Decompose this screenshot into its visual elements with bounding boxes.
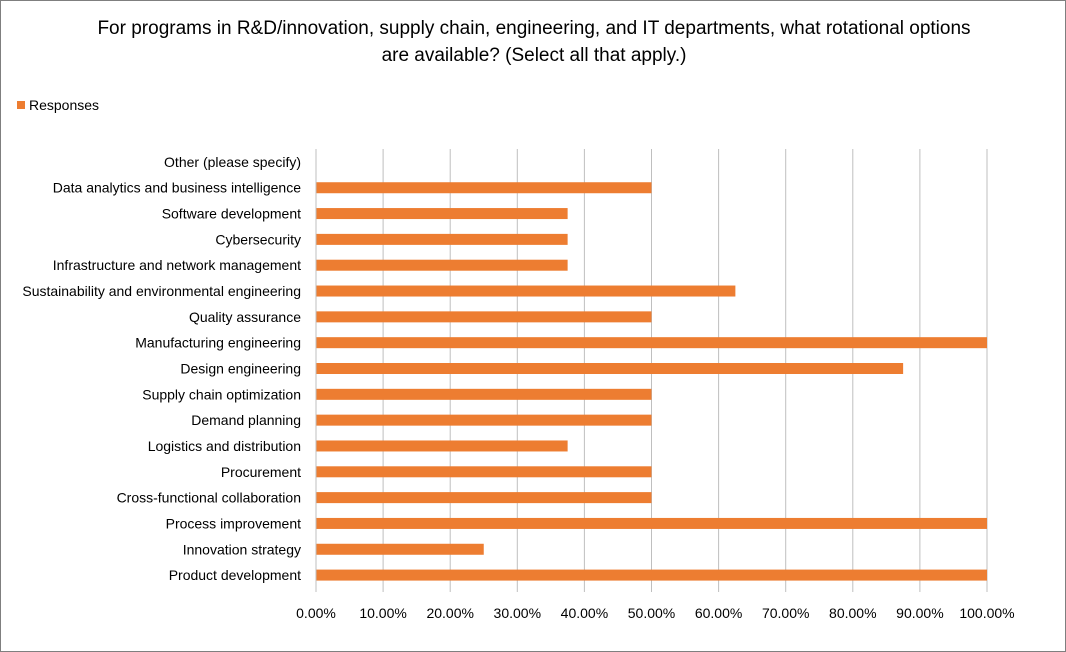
category-label: Process improvement <box>166 515 301 531</box>
x-tick-label: 0.00% <box>296 605 336 621</box>
x-tick-label: 40.00% <box>561 605 608 621</box>
x-tick-label: 80.00% <box>829 605 876 621</box>
x-tick-label: 90.00% <box>896 605 943 621</box>
x-tick-label: 60.00% <box>695 605 742 621</box>
category-label: Software development <box>162 206 301 222</box>
x-tick-label: 20.00% <box>426 605 473 621</box>
chart-legend: Responses <box>17 95 99 115</box>
category-label: Data analytics and business intelligence <box>53 180 301 196</box>
legend-swatch-responses <box>17 101 25 109</box>
bar <box>316 517 987 529</box>
category-label: Quality assurance <box>189 309 301 325</box>
bar <box>316 285 736 297</box>
bar <box>316 492 652 504</box>
bar <box>316 233 568 245</box>
category-label: Demand planning <box>191 412 301 428</box>
chart-title-line-1: For programs in R&D/innovation, supply c… <box>97 18 971 39</box>
bar <box>316 182 652 194</box>
legend-label-responses: Responses <box>29 97 100 113</box>
category-label: Design engineering <box>180 361 301 377</box>
bar <box>316 208 568 220</box>
x-tick-label: 70.00% <box>762 605 809 621</box>
bar <box>316 440 568 452</box>
x-tick-label: 10.00% <box>359 605 406 621</box>
category-label: Infrastructure and network management <box>53 257 301 273</box>
bar <box>316 259 568 271</box>
bar <box>316 466 652 478</box>
chart-title-line-2: are available? (Select all that apply.) <box>381 45 687 66</box>
bar <box>316 363 904 374</box>
category-label: Product development <box>169 567 301 583</box>
category-label: Logistics and distribution <box>148 438 301 454</box>
category-label: Supply chain optimization <box>142 386 301 402</box>
bar <box>316 414 652 426</box>
bar <box>316 337 987 349</box>
chart-title: For programs in R&D/innovation, supply c… <box>61 15 1007 69</box>
bar <box>316 569 987 581</box>
x-tick-label: 50.00% <box>628 605 675 621</box>
category-label: Innovation strategy <box>183 541 301 557</box>
category-label: Other (please specify) <box>164 154 301 170</box>
x-tick-label: 100.00% <box>959 605 1014 621</box>
bar <box>316 311 652 323</box>
category-label: Sustainability and environmental enginee… <box>22 283 301 299</box>
category-label: Cross-functional collaboration <box>117 490 301 506</box>
category-label: Manufacturing engineering <box>135 335 301 351</box>
category-label: Procurement <box>221 464 301 480</box>
bar <box>316 543 484 555</box>
x-tick-label: 30.00% <box>494 605 541 621</box>
bar <box>316 388 652 400</box>
category-label: Cybersecurity <box>215 231 301 247</box>
